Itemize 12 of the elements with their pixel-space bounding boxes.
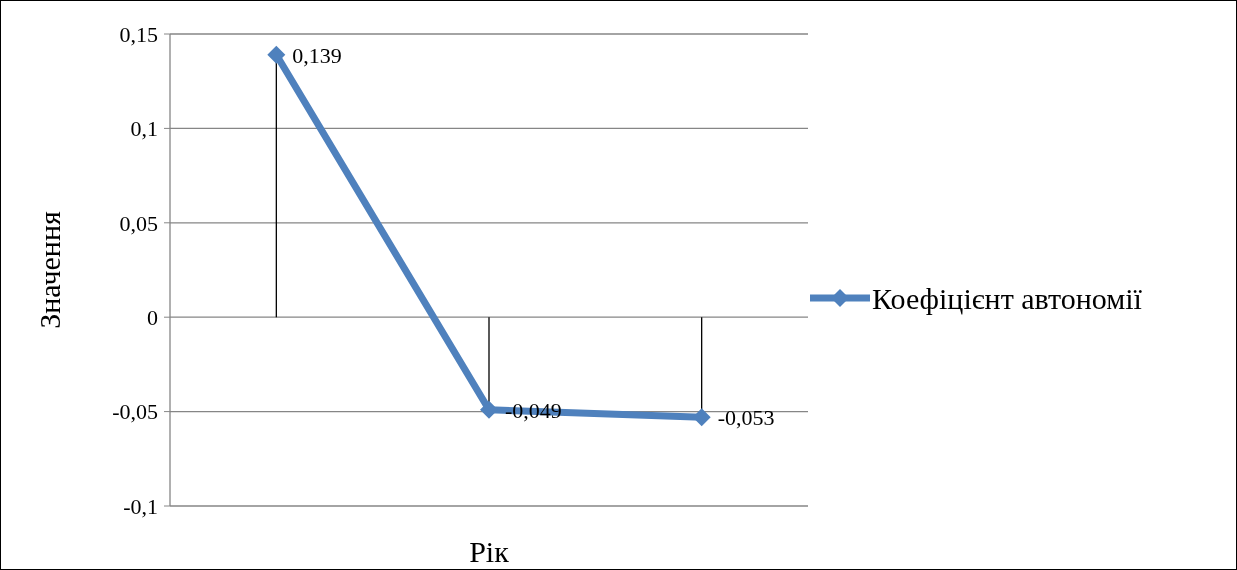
x-axis-title: Рік bbox=[469, 535, 510, 568]
y-tick-label: 0,15 bbox=[119, 21, 158, 47]
y-axis-title: Значення bbox=[33, 211, 66, 329]
y-tick-label: -0,1 bbox=[123, 493, 158, 519]
y-tick-label: 0,1 bbox=[130, 116, 158, 142]
y-tick-label: 0,05 bbox=[119, 210, 158, 236]
legend-label: Коефіцієнт автономії bbox=[872, 281, 1143, 315]
point bbox=[267, 45, 286, 64]
data-label: 0,139 bbox=[292, 42, 342, 68]
y-tick-label: 0 bbox=[147, 304, 158, 330]
y-tick-label: -0,05 bbox=[112, 399, 158, 425]
data-label: -0,053 bbox=[717, 405, 775, 431]
